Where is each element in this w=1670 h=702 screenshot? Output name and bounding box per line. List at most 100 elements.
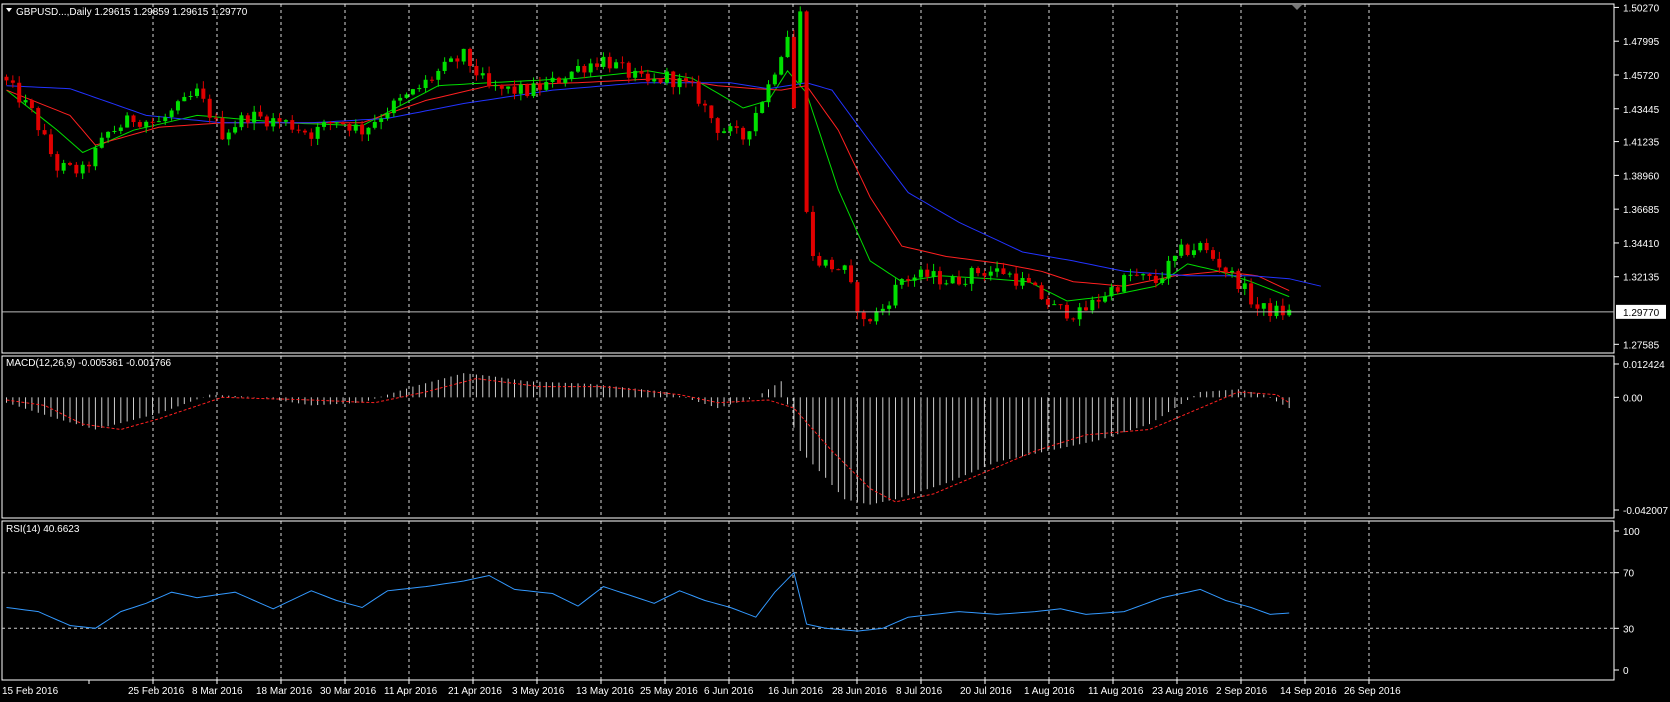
candle-body [1039,285,1044,300]
candle-body [334,122,339,124]
candle-body [156,121,161,123]
price-tick-label: 1.38960 [1623,171,1660,182]
macd-histogram [6,373,1290,505]
candle-body [80,164,85,174]
ma-line-ma-fast [6,69,1290,302]
rsi-panel[interactable]: RSI(14) 40.6623 [2,524,1614,632]
candle-body [283,120,288,122]
candle-body [48,134,53,155]
candle-body [556,77,561,84]
candle-body [525,84,530,97]
candle-body [290,120,295,130]
candle-body [118,127,123,131]
candle-body [1071,318,1076,320]
date-axis: 15 Feb 2016 25 Feb 2016 8 Mar 2016 18 Mar 2… [2,680,1401,697]
candle-body [696,81,701,104]
candle-body [1217,258,1222,268]
candle-body [741,127,746,140]
candle-body [766,84,771,103]
candle-body [1109,287,1114,297]
candle-body [925,269,930,277]
candle-body [518,84,523,94]
date-tick-label: 1 Aug 2016 [1024,686,1075,697]
date-tick-label: 26 Sep 2016 [1344,686,1401,697]
candle-body [703,103,707,106]
shift-marker-icon[interactable] [1292,5,1302,10]
date-gridlines [152,4,1370,680]
candle-body [1153,275,1158,283]
candle-body [830,259,834,270]
candle-body [969,268,974,284]
candle-body [1179,244,1184,256]
candle-body [1268,303,1273,317]
candle-body [734,126,739,128]
date-tick-label: 13 May 2016 [576,686,634,697]
macd-tick-label: 0.012424 [1623,360,1665,371]
candle-body [150,121,155,123]
date-tick-label: 23 Aug 2016 [1152,686,1209,697]
candle-body [480,73,485,76]
candle-body [436,70,441,80]
candle-body [449,58,453,62]
date-tick-label: 30 Mar 2016 [320,686,377,697]
date-tick-label: 15 Feb 2016 [2,686,59,697]
candle-body [937,271,942,285]
ma-line-ma-slow [6,82,1322,287]
candle-body [1223,267,1228,273]
candle-body [487,73,492,87]
candle-body [271,118,276,127]
candle-body [245,115,250,123]
rsi-tick-label: 30 [1623,624,1635,635]
candle-body [328,122,333,124]
date-tick-label: 3 May 2016 [512,686,565,697]
candle-body [544,82,549,90]
candle-body [671,71,676,88]
candle-body [106,131,111,138]
candle-body [906,279,911,281]
candle-body [404,94,409,98]
price-tick-label: 1.45720 [1623,71,1660,82]
candle-body [499,84,504,89]
candle-body [988,271,993,276]
price-tick-label: 1.34410 [1623,239,1660,250]
candle-body [1020,278,1025,286]
price-panel[interactable]: GBPUSD...,Daily 1.29615 1.29859 1.29615 … [2,5,1614,327]
candle-body [169,110,174,118]
candle-body [747,131,752,140]
candle-body [461,48,466,62]
candle-body [785,36,790,58]
candle-body [195,88,199,96]
candle-body [1128,274,1133,276]
candle-body [874,311,879,322]
candle-body [633,70,638,78]
candle-body [442,61,447,71]
candle-body [379,118,384,122]
candle-body [131,115,136,123]
candle-body [493,84,498,87]
candle-body [1033,282,1038,286]
candle-body [55,154,60,171]
macd-panel[interactable]: MACD(12,26,9) -0.005361 -0.001766 [6,358,1290,505]
candle-body [531,83,536,97]
candle-body [582,66,587,73]
chevron-down-icon[interactable] [6,8,12,12]
candle-body [537,83,542,90]
candle-body [1141,274,1146,276]
candle-body [372,121,377,128]
candle-body [842,265,847,270]
candle-body [995,268,1000,272]
candle-body [423,79,428,89]
candle-body [836,269,841,271]
candle-body [1160,278,1165,283]
candle-body [779,57,784,75]
date-tick-label: 8 Mar 2016 [192,686,243,697]
candle-body [1204,242,1209,251]
candle-body [61,162,66,171]
candle-body [823,259,828,266]
candle-body [188,95,193,97]
candle-body [252,111,257,123]
date-tick-label: 25 Feb 2016 [128,686,185,697]
candle-body [239,115,244,128]
candle-body [1191,250,1196,255]
candle-body [42,130,47,135]
